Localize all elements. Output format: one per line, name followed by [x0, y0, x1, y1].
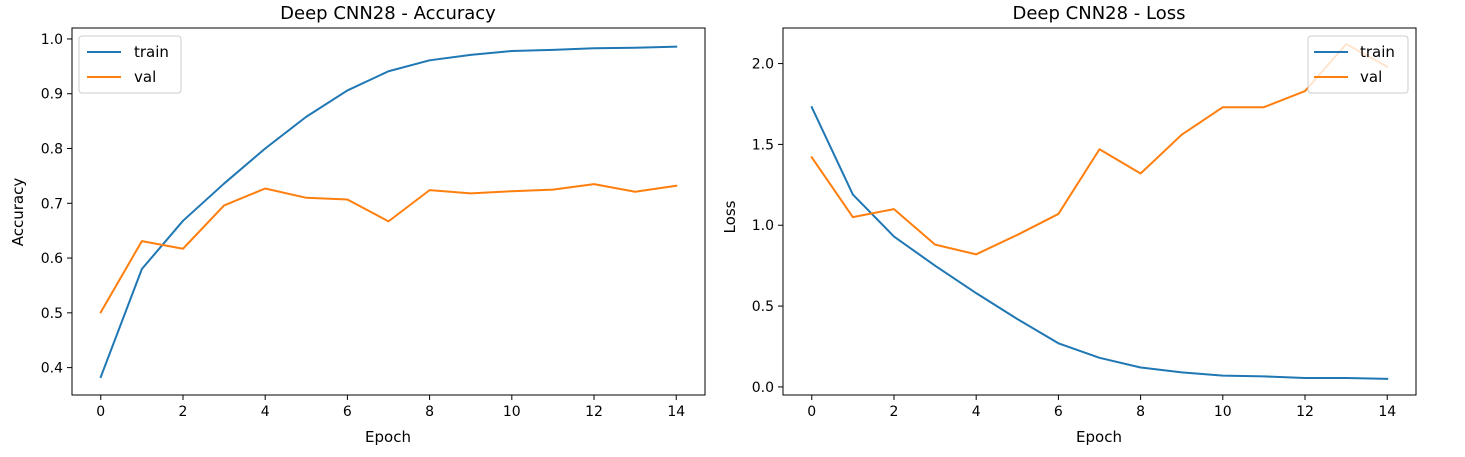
- accuracy-ylabel: Accuracy: [9, 178, 27, 247]
- loss-xtick-label: 8: [1136, 404, 1145, 420]
- loss-xlabel: Epoch: [1076, 428, 1122, 446]
- loss-ytick-label: 1.5: [752, 137, 774, 153]
- accuracy-ytick-label: 0.4: [41, 361, 63, 377]
- accuracy-ytick-label: 0.8: [41, 142, 63, 158]
- loss-legend-val-label: val: [1360, 68, 1382, 86]
- loss-xtick-label: 6: [1054, 404, 1063, 420]
- loss-ticks: 0 2 4 6 8 10 12 14 0.0 0.5 1.0 1.5 2.0: [752, 57, 1396, 420]
- accuracy-lines: [99, 45, 678, 379]
- loss-ytick-label: 2.0: [752, 57, 774, 73]
- accuracy-ytick-label: 0.6: [41, 251, 63, 267]
- accuracy-xtick-label: 14: [667, 404, 685, 420]
- accuracy-xtick-label: 6: [343, 404, 352, 420]
- accuracy-legend-train-label: train: [134, 43, 169, 61]
- loss-ytick-label: 1.0: [752, 218, 774, 234]
- accuracy-xtick-label: 10: [503, 404, 521, 420]
- loss-plot-area: [810, 43, 1389, 380]
- accuracy-val-line: [99, 183, 678, 314]
- accuracy-title: Deep CNN28 - Accuracy: [280, 3, 496, 24]
- accuracy-legend-val-label: val: [134, 68, 156, 86]
- loss-val-line: [810, 43, 1389, 256]
- loss-ytick-label: 0.5: [752, 299, 774, 315]
- accuracy-ytick-label: 1.0: [41, 32, 63, 48]
- loss-subplot: Deep CNN28 - Loss 0 2 4 6 8 10 12 14 0.0 0.5 1.0 1.…: [721, 3, 1417, 446]
- loss-ylabel: Loss: [721, 200, 739, 233]
- accuracy-plot-area: [99, 45, 678, 379]
- accuracy-xlabel: Epoch: [365, 428, 411, 446]
- accuracy-train-line: [99, 45, 678, 379]
- accuracy-xtick-label: 2: [179, 404, 188, 420]
- accuracy-xtick-label: 8: [425, 404, 434, 420]
- accuracy-ytick-label: 0.9: [41, 87, 63, 103]
- loss-xtick-label: 14: [1378, 404, 1396, 420]
- loss-title: Deep CNN28 - Loss: [1013, 3, 1186, 24]
- loss-train-line: [810, 105, 1389, 380]
- loss-xtick-label: 12: [1296, 404, 1314, 420]
- loss-xtick-label: 0: [807, 404, 816, 420]
- loss-lines: [810, 43, 1389, 380]
- loss-xtick-label: 10: [1214, 404, 1232, 420]
- accuracy-ytick-label: 0.5: [41, 306, 63, 322]
- accuracy-legend-box: [78, 35, 182, 94]
- accuracy-xtick-label: 4: [261, 404, 270, 420]
- loss-xtick-label: 4: [972, 404, 981, 420]
- accuracy-xtick-label: 12: [585, 404, 603, 420]
- accuracy-subplot: Deep CNN28 - Accuracy 0 2 4 6 8 10 12 140.40.50…: [9, 3, 706, 446]
- accuracy-legend: train val: [78, 35, 182, 94]
- loss-xtick-label: 2: [890, 404, 899, 420]
- accuracy-ytick-label: 0.7: [41, 196, 63, 212]
- loss-legend-train-label: train: [1360, 43, 1395, 61]
- loss-legend-box: [1307, 35, 1409, 94]
- accuracy-ticks: 0 2 4 6 8 10 12 14 0.4 0.5 0.6 0.7 0.8 0.9 1.0: [41, 32, 685, 420]
- loss-legend: train val: [1307, 35, 1409, 94]
- loss-ytick-label: 0.0: [752, 380, 774, 396]
- accuracy-xtick-label: 0: [96, 404, 105, 420]
- loss-axes-frame: [782, 27, 1417, 396]
- accuracy-axes-frame: [71, 27, 706, 396]
